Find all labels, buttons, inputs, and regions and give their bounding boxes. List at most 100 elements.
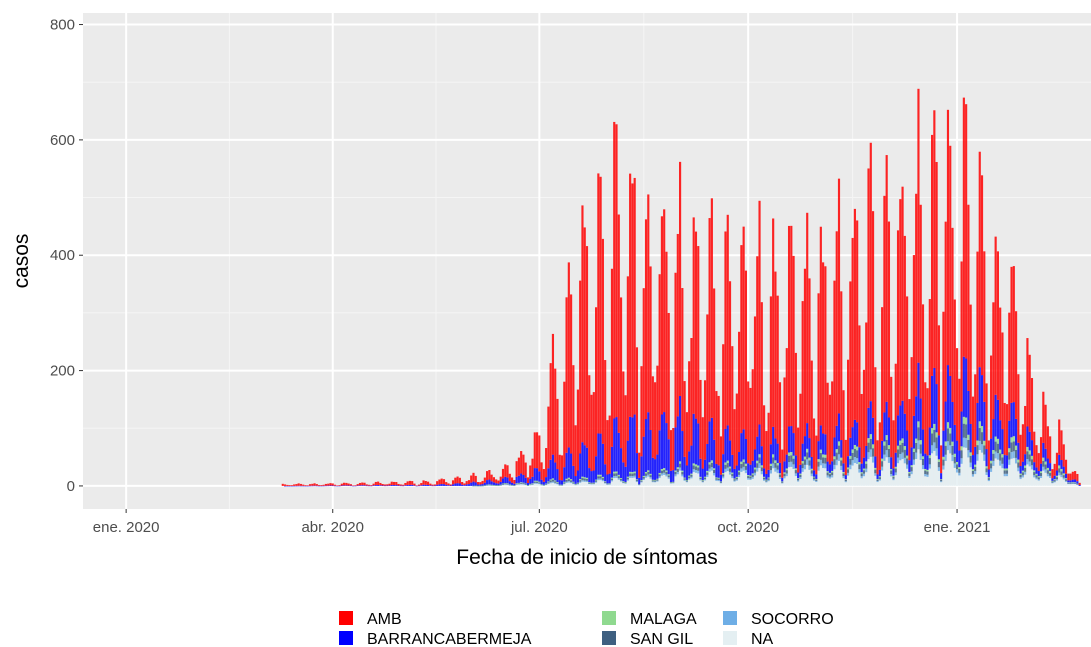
bar-segment bbox=[697, 470, 700, 474]
bar-segment bbox=[921, 304, 925, 430]
bar-segment bbox=[599, 433, 602, 475]
bar-segment bbox=[1005, 473, 1009, 477]
bar-segment bbox=[1071, 482, 1074, 483]
bar-segment bbox=[940, 481, 943, 483]
bar-segment bbox=[651, 376, 654, 458]
bar-segment bbox=[610, 446, 614, 478]
bar-segment bbox=[958, 468, 961, 473]
bar-segment bbox=[585, 246, 589, 448]
bar-segment bbox=[340, 485, 343, 487]
bar-segment bbox=[994, 458, 997, 486]
bar-segment bbox=[876, 481, 879, 483]
bar-segment bbox=[892, 468, 895, 476]
bar-segment bbox=[917, 440, 920, 450]
bar-segment bbox=[472, 481, 475, 486]
bar-segment bbox=[937, 470, 940, 486]
bar-segment bbox=[987, 477, 990, 479]
bar-segment bbox=[1024, 467, 1027, 472]
bar-segment bbox=[576, 483, 579, 485]
bar-segment bbox=[617, 432, 620, 475]
bar-segment bbox=[683, 477, 686, 479]
bar-segment bbox=[601, 443, 604, 477]
bar-segment bbox=[996, 399, 999, 439]
bar-segment bbox=[1019, 473, 1022, 475]
bar-segment bbox=[535, 483, 539, 486]
bar-segment bbox=[749, 476, 752, 479]
bar-segment bbox=[980, 432, 984, 445]
bar-segment bbox=[674, 474, 677, 477]
bar-segment bbox=[654, 459, 657, 480]
bar-segment bbox=[792, 468, 795, 486]
bar-segment bbox=[937, 435, 940, 460]
bar-segment bbox=[308, 485, 312, 487]
bar-segment bbox=[1064, 478, 1068, 480]
bar-segment bbox=[517, 457, 520, 476]
bar-segment bbox=[763, 480, 766, 486]
bar-segment bbox=[717, 465, 720, 478]
bar-segment bbox=[858, 447, 861, 463]
bar-segment bbox=[728, 474, 732, 486]
bar-segment bbox=[835, 459, 838, 466]
bar-segment bbox=[944, 401, 947, 442]
bar-segment bbox=[987, 469, 990, 478]
bar-segment bbox=[769, 296, 772, 445]
bar-segment bbox=[531, 484, 534, 485]
bar-segment bbox=[881, 307, 884, 441]
bar-segment bbox=[688, 361, 691, 452]
bar-segment bbox=[908, 476, 911, 479]
bar-segment bbox=[856, 422, 859, 447]
bar-segment bbox=[849, 458, 852, 465]
bar-segment bbox=[735, 480, 738, 486]
bar-segment bbox=[619, 478, 623, 481]
bar-segment bbox=[803, 464, 807, 470]
bar-segment bbox=[915, 396, 918, 439]
bar-segment bbox=[660, 468, 663, 471]
bar-segment bbox=[492, 482, 495, 485]
bar-segment bbox=[1042, 457, 1045, 462]
bar-segment bbox=[749, 479, 752, 486]
bar-segment bbox=[976, 402, 979, 441]
bar-segment bbox=[1039, 473, 1043, 476]
bar-segment bbox=[794, 455, 797, 469]
bar-segment bbox=[758, 457, 761, 464]
bar-segment bbox=[697, 473, 700, 486]
bar-segment bbox=[669, 430, 673, 471]
bar-segment bbox=[656, 481, 659, 486]
bar-segment bbox=[367, 484, 371, 486]
bar-segment bbox=[538, 471, 541, 482]
bar-segment bbox=[640, 480, 643, 482]
bar-segment bbox=[971, 396, 975, 456]
bar-segment bbox=[554, 482, 557, 484]
bar-segment bbox=[992, 302, 995, 420]
bar-segment bbox=[499, 484, 502, 486]
bar-segment bbox=[772, 468, 775, 486]
bar-segment bbox=[374, 485, 377, 486]
bar-segment bbox=[912, 415, 915, 449]
bar-segment bbox=[601, 478, 604, 480]
bar-segment bbox=[533, 468, 536, 481]
bar-segment bbox=[924, 453, 927, 469]
bar-segment bbox=[792, 458, 795, 465]
x-tick-label: ene. 2020 bbox=[93, 519, 160, 536]
bar-segment bbox=[647, 471, 650, 475]
bar-segment bbox=[971, 476, 975, 486]
bar-segment bbox=[651, 482, 654, 486]
bar-segment bbox=[692, 469, 695, 473]
bar-segment bbox=[765, 481, 768, 483]
bar-segment bbox=[327, 483, 330, 486]
bar-segment bbox=[860, 473, 863, 477]
bar-segment bbox=[910, 465, 913, 468]
bar-segment bbox=[921, 429, 925, 457]
bar-segment bbox=[522, 484, 525, 486]
bar-segment bbox=[1051, 480, 1054, 482]
bar-segment bbox=[449, 485, 452, 487]
bar-segment bbox=[867, 407, 870, 439]
bar-segment bbox=[715, 478, 718, 480]
bar-segment bbox=[654, 479, 657, 481]
bar-segment bbox=[640, 366, 643, 457]
bar-segment bbox=[522, 474, 525, 483]
bar-segment bbox=[363, 482, 366, 486]
bar-segment bbox=[658, 476, 661, 479]
bar-segment bbox=[769, 444, 772, 464]
bar-segment bbox=[431, 484, 434, 486]
